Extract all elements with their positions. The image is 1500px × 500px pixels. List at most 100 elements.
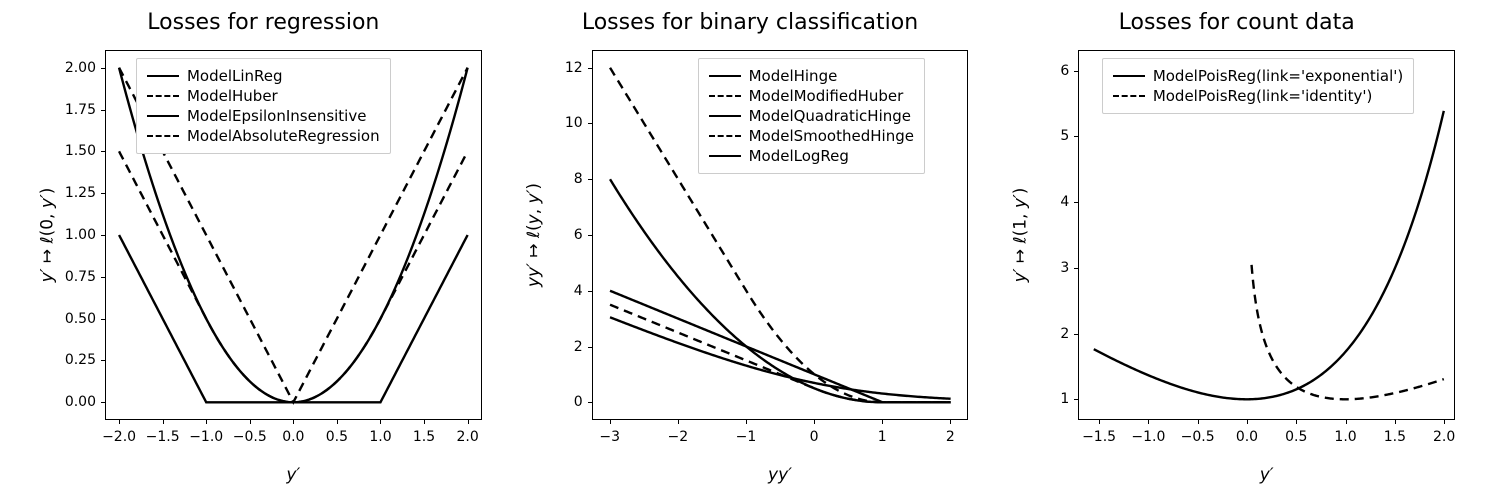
y-tick-label: 1.25: [65, 185, 96, 201]
legend-swatch-icon: [1113, 69, 1145, 83]
x-tick-label: 1.0: [369, 429, 391, 445]
y-axis-label-wrap: y′ ↦ ℓ(0, y′): [35, 50, 60, 420]
legend-item: ModelQuadraticHinge: [709, 107, 914, 125]
x-tick-mark: [468, 419, 469, 424]
y-tick-label: 12: [565, 60, 583, 76]
y-tick-label: 1.50: [65, 143, 96, 159]
legend-item: ModelPoisReg(link='identity'): [1113, 87, 1403, 105]
y-tick-mark: [1074, 268, 1079, 269]
y-tick-mark: [101, 402, 106, 403]
x-tick-label: 1.0: [1334, 429, 1356, 445]
x-tick-mark: [610, 419, 611, 424]
x-tick-label: −1.0: [189, 429, 223, 445]
y-tick-mark: [101, 235, 106, 236]
x-tick-label: 0: [810, 429, 819, 445]
legend-item: ModelHuber: [147, 87, 380, 105]
legend-item: ModelLinReg: [147, 67, 380, 85]
y-tick-label: 0.50: [65, 311, 96, 327]
y-tick-label: 0.25: [65, 352, 96, 368]
x-tick-label: 2: [946, 429, 955, 445]
x-tick-label: 1.5: [1384, 429, 1406, 445]
x-tick-label: 1: [878, 429, 887, 445]
y-tick-mark: [1074, 399, 1079, 400]
legend-item: ModelSmoothedHinge: [709, 127, 914, 145]
legend-swatch-icon: [147, 129, 179, 143]
legend-label: ModelLogReg: [749, 147, 849, 165]
x-tick-label: 0.5: [326, 429, 348, 445]
legend-label: ModelEpsilonInsensitive: [187, 107, 367, 125]
x-tick-label: 2.0: [456, 429, 478, 445]
x-tick-mark: [293, 419, 294, 424]
legend-label: ModelPoisReg(link='exponential'): [1153, 67, 1403, 85]
series-ModelSmoothedHinge: [610, 305, 951, 403]
x-tick-mark: [814, 419, 815, 424]
y-tick-label: 6: [574, 227, 583, 243]
x-tick-label: 1.5: [413, 429, 435, 445]
x-tick-mark: [746, 419, 747, 424]
legend-swatch-icon: [709, 129, 741, 143]
plot-title: Losses for binary classification: [522, 10, 979, 35]
legend-swatch-icon: [709, 89, 741, 103]
y-tick-mark: [101, 360, 106, 361]
y-tick-mark: [588, 402, 593, 403]
x-tick-mark: [250, 419, 251, 424]
legend-label: ModelLinReg: [187, 67, 283, 85]
series-ModelLogReg: [610, 317, 951, 398]
y-tick-mark: [101, 68, 106, 69]
x-tick-mark: [163, 419, 164, 424]
x-tick-label: 0.0: [1236, 429, 1258, 445]
x-tick-label: −1: [736, 429, 757, 445]
regression-subplot: Losses for regression y′ ↦ ℓ(0, y′) −2.0…: [35, 10, 492, 490]
legend-swatch-icon: [709, 149, 741, 163]
x-tick-mark: [424, 419, 425, 424]
y-tick-mark: [1074, 334, 1079, 335]
series-ModelQuadraticHinge: [610, 179, 951, 402]
y-tick-label: 4: [574, 283, 583, 299]
y-tick-mark: [588, 179, 593, 180]
plot-title: Losses for regression: [35, 10, 492, 35]
x-tick-label: −1.5: [1082, 429, 1116, 445]
y-tick-label: 6: [1060, 63, 1069, 79]
y-tick-mark: [101, 277, 106, 278]
y-tick-label: 2: [1060, 326, 1069, 342]
series-ModelHuber: [119, 151, 468, 402]
legend-swatch-icon: [147, 89, 179, 103]
legend-swatch-icon: [147, 69, 179, 83]
x-tick-label: 0.0: [282, 429, 304, 445]
y-tick-label: 2.00: [65, 60, 96, 76]
x-tick-mark: [1148, 419, 1149, 424]
plot-title: Losses for count data: [1008, 10, 1465, 35]
plot-area: −3−2−1012024681012ModelHingeModelModifie…: [592, 50, 969, 420]
legend-swatch-icon: [709, 69, 741, 83]
legend-item: ModelEpsilonInsensitive: [147, 107, 380, 125]
classification-subplot: Losses for binary classification yy′ ↦ ℓ…: [522, 10, 979, 490]
count-subplot: Losses for count data y′ ↦ ℓ(1, y′) −1.5…: [1008, 10, 1465, 490]
x-tick-label: −0.5: [1181, 429, 1215, 445]
y-axis-label-wrap: y′ ↦ ℓ(1, y′): [1008, 50, 1033, 420]
x-tick-mark: [337, 419, 338, 424]
y-tick-label: 8: [574, 171, 583, 187]
y-tick-mark: [1074, 71, 1079, 72]
y-tick-label: 3: [1060, 260, 1069, 276]
x-tick-mark: [882, 419, 883, 424]
x-axis-label: y′: [1078, 465, 1455, 485]
plot-area: −2.0−1.5−1.0−0.50.00.51.01.52.00.000.250…: [105, 50, 482, 420]
y-axis-label: y′ ↦ ℓ(1, y′): [1011, 188, 1031, 283]
legend-item: ModelPoisReg(link='exponential'): [1113, 67, 1403, 85]
y-tick-mark: [588, 68, 593, 69]
y-tick-mark: [1074, 136, 1079, 137]
x-tick-mark: [1198, 419, 1199, 424]
x-tick-mark: [119, 419, 120, 424]
series-ModelEpsilonInsensitive: [119, 235, 468, 402]
x-tick-mark: [1296, 419, 1297, 424]
x-tick-mark: [1247, 419, 1248, 424]
x-tick-label: −2.0: [102, 429, 136, 445]
y-tick-label: 1: [1060, 391, 1069, 407]
y-tick-label: 0.75: [65, 269, 96, 285]
x-tick-mark: [206, 419, 207, 424]
x-tick-label: −3: [599, 429, 620, 445]
y-tick-label: 1.00: [65, 227, 96, 243]
x-tick-mark: [950, 419, 951, 424]
y-axis-label-wrap: yy′ ↦ ℓ(y, y′): [522, 50, 547, 420]
legend-swatch-icon: [1113, 89, 1145, 103]
